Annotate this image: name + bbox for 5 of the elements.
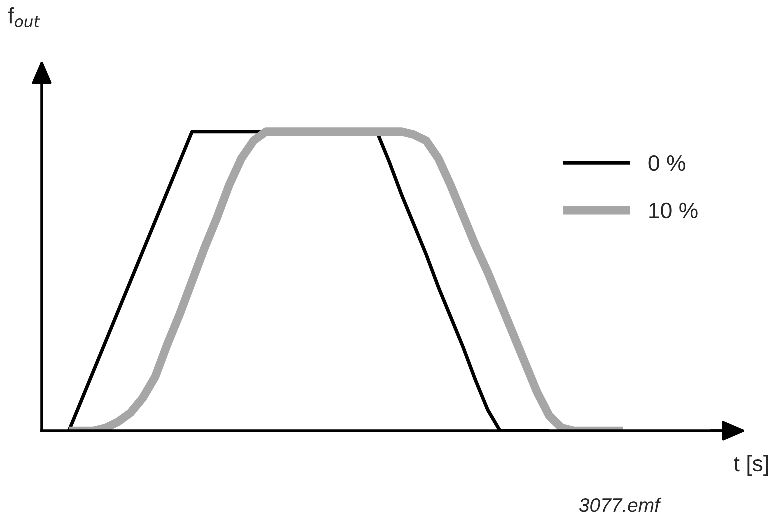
x-axis-title: t [s] (734, 455, 768, 476)
legend-label: 0 % (648, 155, 686, 172)
y-axis-title: f$_{out}$ (8, 8, 40, 28)
text: 3077.emf (579, 498, 662, 512)
legend-label: 10 % (650, 202, 698, 219)
